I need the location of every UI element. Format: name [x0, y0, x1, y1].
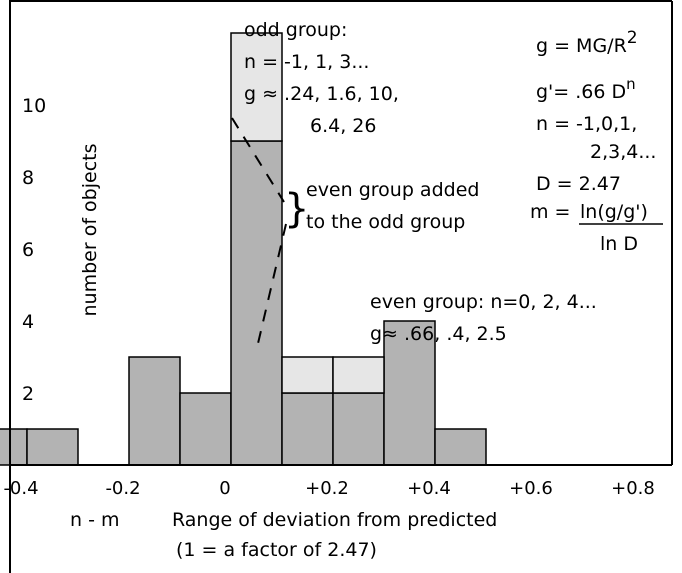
bar-odd-group — [0, 428, 28, 466]
odd-group-n: n = -1, 1, 3... — [244, 51, 369, 73]
bar-odd-group — [26, 428, 79, 466]
x-axis-prefix: n - m — [70, 509, 120, 531]
y-tick-label: 2 — [22, 383, 34, 405]
x-tick-label: +0.8 — [611, 478, 655, 499]
x-axis-label: Range of deviation from predicted — [172, 509, 497, 531]
formula-n-line1: n = -1,0,1, — [536, 113, 637, 135]
bar-even-group — [230, 32, 283, 142]
y-tick-labels: 2 4 6 8 10 — [22, 95, 46, 405]
x-tick-label: +0.4 — [407, 478, 451, 499]
y-axis-label: number of objects — [79, 144, 101, 317]
x-tick-label: +0.2 — [305, 478, 349, 499]
x-tick-label: +0.6 — [509, 478, 553, 499]
x-tick-label: -0.2 — [105, 478, 140, 499]
formula-m-lhs: m = — [530, 201, 570, 223]
even-added-line1: even group added — [306, 179, 479, 201]
even-group-title: even group: n=0, 2, 4... — [370, 291, 597, 313]
formula-m-denominator: ln D — [600, 233, 638, 255]
bars-group — [0, 32, 487, 466]
bar-odd-group — [332, 392, 385, 466]
y-tick-label: 8 — [22, 167, 34, 189]
bar-even-group — [332, 356, 385, 394]
x-axis-note: (1 = a factor of 2.47) — [176, 539, 377, 561]
odd-group-g: g ≈ .24, 1.6, 10, — [244, 83, 399, 105]
formula-D: D = 2.47 — [536, 173, 621, 195]
even-group-g: g≈ .66, .4, 2.5 — [370, 323, 507, 345]
formula-n-line2: 2,3,4... — [590, 141, 656, 163]
bar-even-group — [281, 356, 334, 394]
odd-group-title: odd group: — [244, 19, 347, 41]
x-tick-labels: -0.4-0.20+0.2+0.4+0.6+0.8±1-0.8 — [3, 478, 655, 499]
formula-g: g = MG/R2 — [536, 28, 638, 57]
bar-odd-group — [230, 140, 283, 466]
dashed-pointer-upper — [231, 117, 285, 203]
axes-group — [9, 0, 673, 573]
formula-m-numerator: ln(g/g') — [580, 201, 648, 223]
x-tick-label: 0 — [219, 478, 230, 499]
bar-odd-group — [383, 320, 436, 466]
bar-odd-group — [434, 428, 487, 466]
y-tick-label: 4 — [22, 311, 34, 333]
bar-odd-group — [128, 356, 181, 466]
y-tick-label: 10 — [22, 95, 46, 117]
x-tick-label: -0.4 — [3, 478, 38, 499]
brace-glyph: } — [284, 186, 309, 232]
bar-odd-group — [179, 392, 232, 466]
bar-odd-group — [281, 392, 334, 466]
formula-gprime: g'= .66 Dn — [536, 75, 636, 103]
even-added-line2: to the odd group — [306, 211, 465, 233]
odd-group-g-cont: 6.4, 26 — [310, 115, 376, 137]
y-tick-label: 6 — [22, 239, 34, 261]
